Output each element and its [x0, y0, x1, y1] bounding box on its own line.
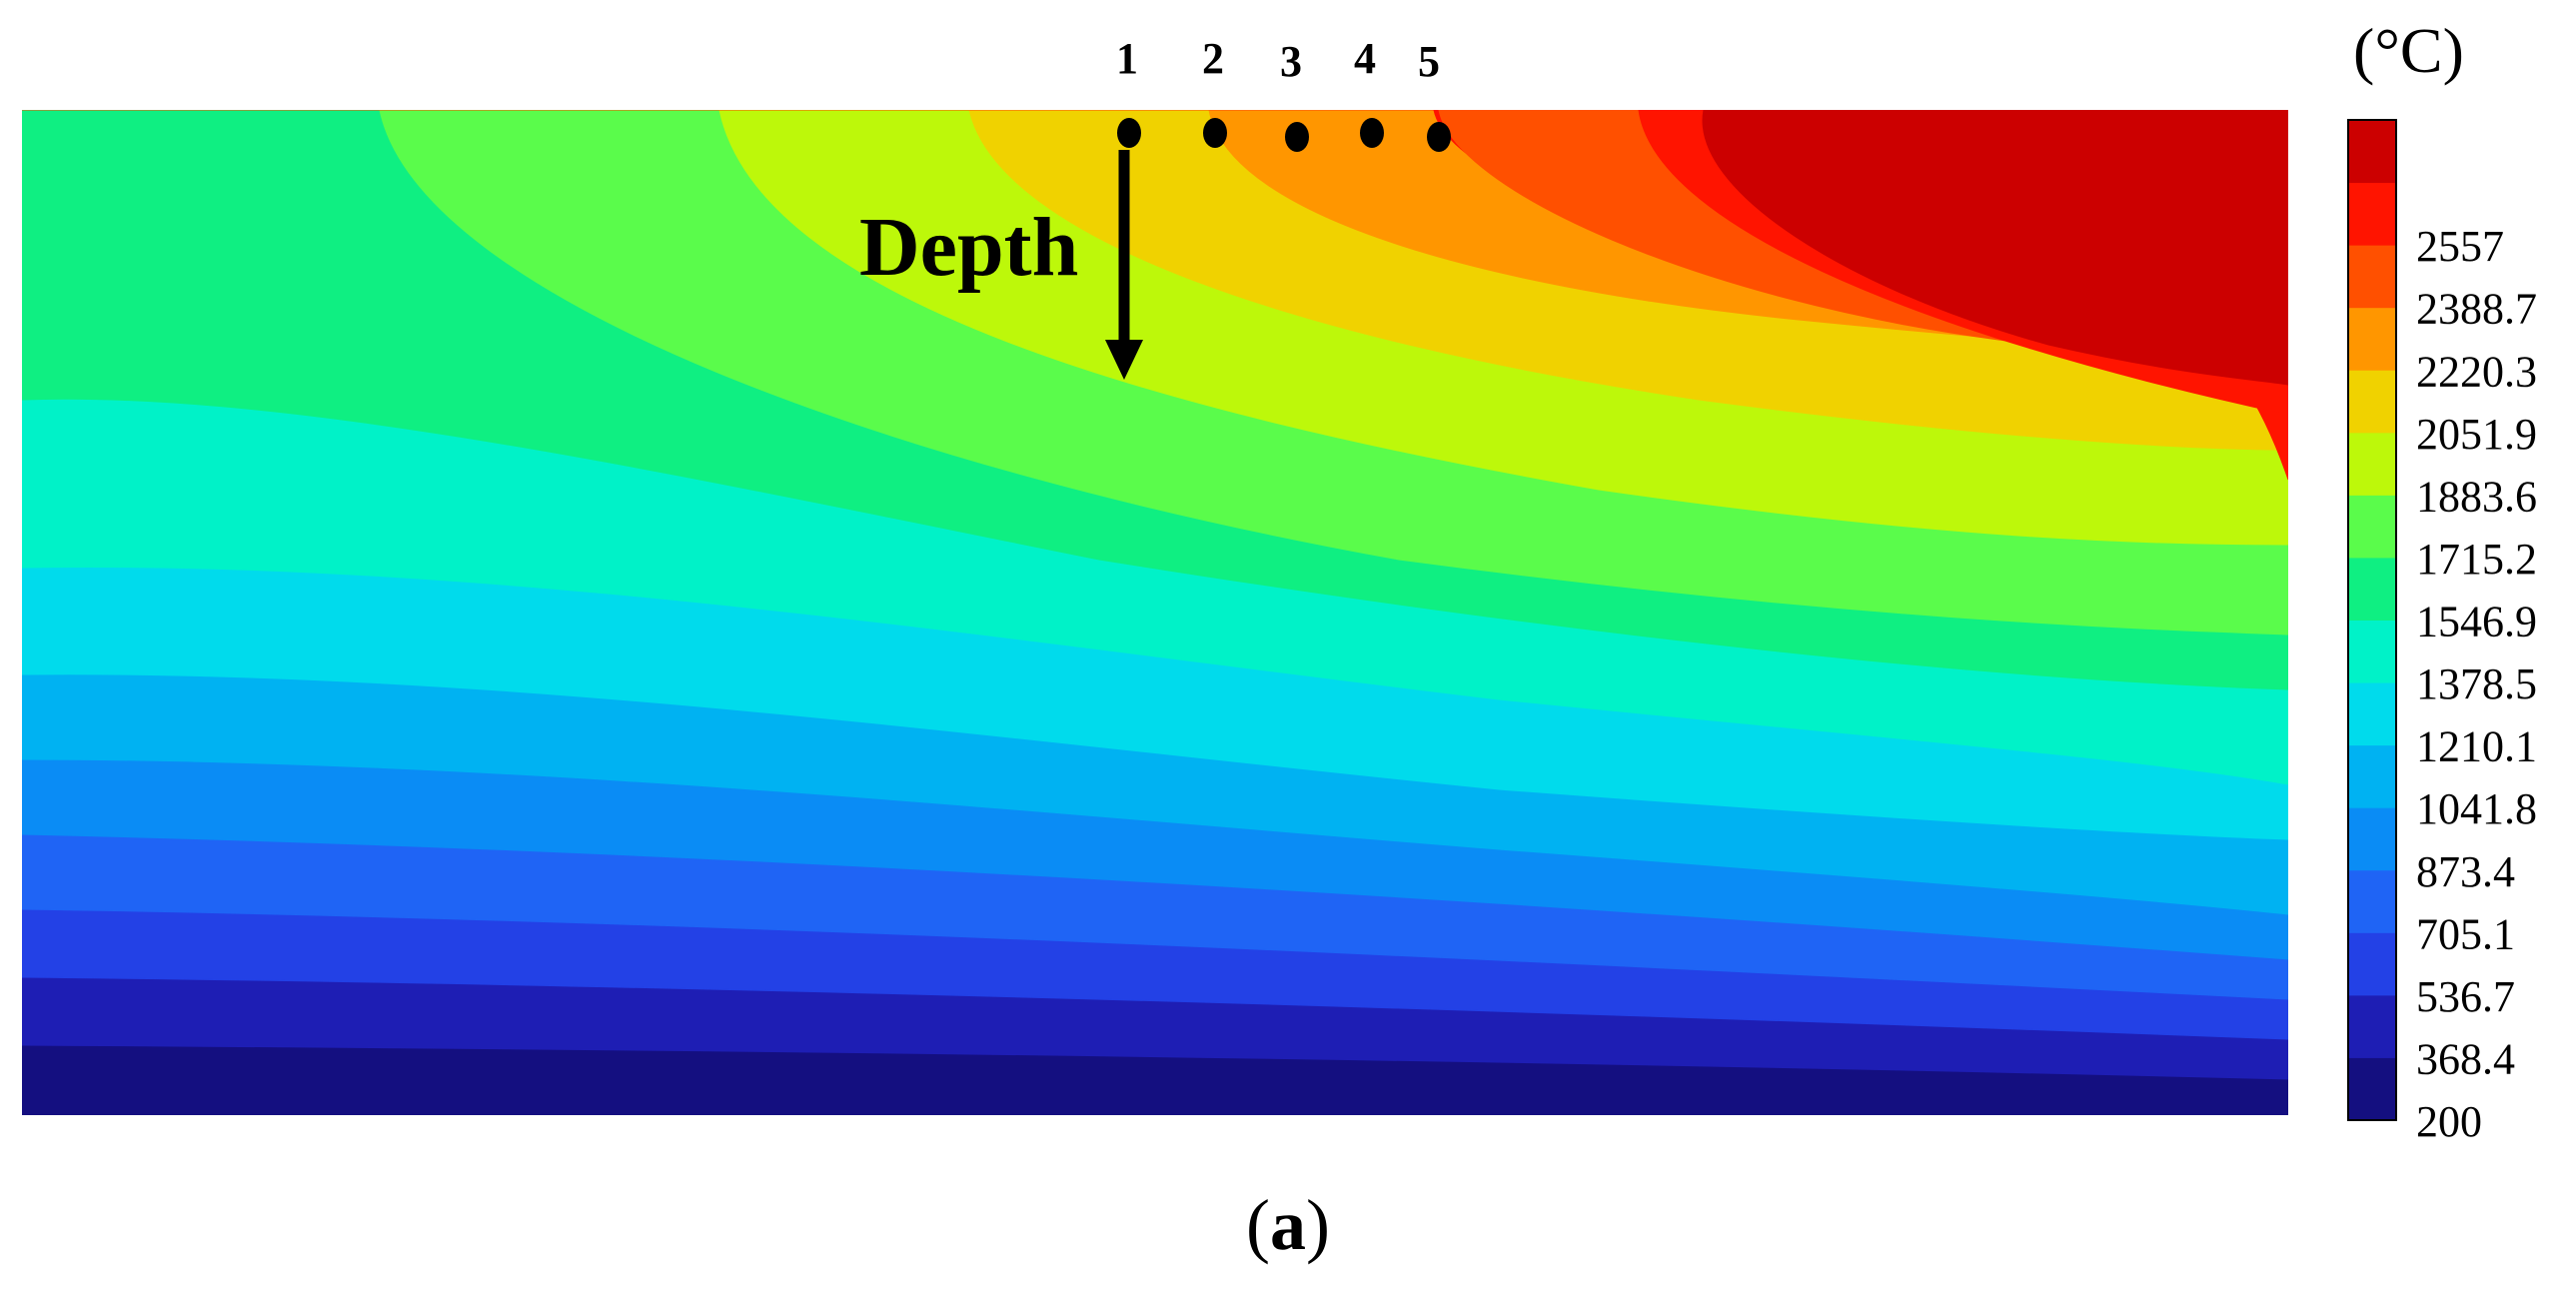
colorbar-tick-label: 2388.7	[2416, 285, 2537, 334]
colorbar-tick-label: 200	[2416, 1097, 2482, 1146]
point-label-1: 1	[1116, 34, 1138, 83]
figure-caption: (a)	[0, 1184, 2576, 1267]
colorbar-tick-label: 2051.9	[2416, 410, 2537, 459]
point-label-4: 4	[1354, 34, 1376, 83]
colorbar-swatch-12	[2348, 307, 2396, 371]
colorbar-swatches	[2348, 120, 2396, 1121]
colorbar-swatch-7	[2348, 620, 2396, 683]
point-marker-3	[1285, 122, 1309, 152]
colorbar-tick-label: 368.4	[2416, 1034, 2515, 1083]
measurement-points: 1 2 3 4 5	[1116, 34, 1451, 152]
colorbar-tick-label: 1546.9	[2416, 598, 2537, 647]
colorbar-swatch-10	[2348, 432, 2396, 496]
colorbar-tick-label: 2220.3	[2416, 347, 2537, 396]
colorbar-tick-label: 873.4	[2416, 847, 2515, 896]
colorbar-swatch-15	[2348, 120, 2396, 184]
colorbar-swatch-4	[2348, 807, 2396, 871]
colorbar-swatch-2	[2348, 932, 2396, 996]
contour-bands	[22, 110, 2288, 1115]
point-marker-2	[1203, 118, 1227, 148]
colorbar-swatch-6	[2348, 682, 2396, 746]
point-label-2: 2	[1202, 34, 1224, 83]
depth-arrow-head-icon	[1105, 340, 1143, 380]
point-label-5: 5	[1418, 37, 1440, 86]
point-marker-5	[1427, 122, 1451, 152]
contour-plot	[22, 110, 2288, 1115]
colorbar-swatch-13	[2348, 245, 2396, 309]
colorbar-swatch-14	[2348, 182, 2396, 246]
depth-annotation: Depth	[859, 150, 1143, 380]
colorbar-tick-label: 705.1	[2416, 909, 2515, 958]
colorbar-unit-label: (°C)	[2353, 15, 2464, 86]
point-label-3: 3	[1280, 37, 1302, 86]
colorbar-swatch-1	[2348, 994, 2396, 1058]
point-marker-1	[1117, 118, 1141, 148]
caption-close-paren: )	[1306, 1185, 1330, 1265]
colorbar-tick-labels: 2557 2388.7 2220.3 2051.9 1883.6 1715.2 1546.9…	[2416, 222, 2537, 1146]
colorbar-swatch-0	[2348, 1057, 2396, 1121]
colorbar: (°C) 2557 2388.7 2220.3 2051.9 1883.6 1715.2 1…	[2347, 15, 2537, 1146]
contour-band-15	[1702, 110, 2288, 386]
colorbar-frame	[2347, 119, 2397, 1121]
colorbar-tick-label: 1883.6	[2416, 472, 2537, 521]
colorbar-swatch-5	[2348, 744, 2396, 808]
colorbar-tick-label: 1715.2	[2416, 535, 2537, 584]
colorbar-swatch-11	[2348, 370, 2396, 434]
colorbar-tick-label: 1041.8	[2416, 784, 2537, 833]
colorbar-tick-label: 536.7	[2416, 972, 2515, 1021]
caption-open-paren: (	[1246, 1185, 1270, 1265]
colorbar-swatch-9	[2348, 495, 2396, 559]
colorbar-swatch-8	[2348, 557, 2396, 621]
colorbar-swatch-3	[2348, 869, 2396, 933]
point-marker-4	[1360, 118, 1384, 148]
depth-label: Depth	[859, 201, 1078, 294]
colorbar-tick-label: 1378.5	[2416, 659, 2537, 708]
colorbar-tick-label: 2557	[2416, 222, 2504, 271]
caption-letter: a	[1270, 1185, 1306, 1265]
colorbar-tick-label: 1210.1	[2416, 722, 2537, 771]
